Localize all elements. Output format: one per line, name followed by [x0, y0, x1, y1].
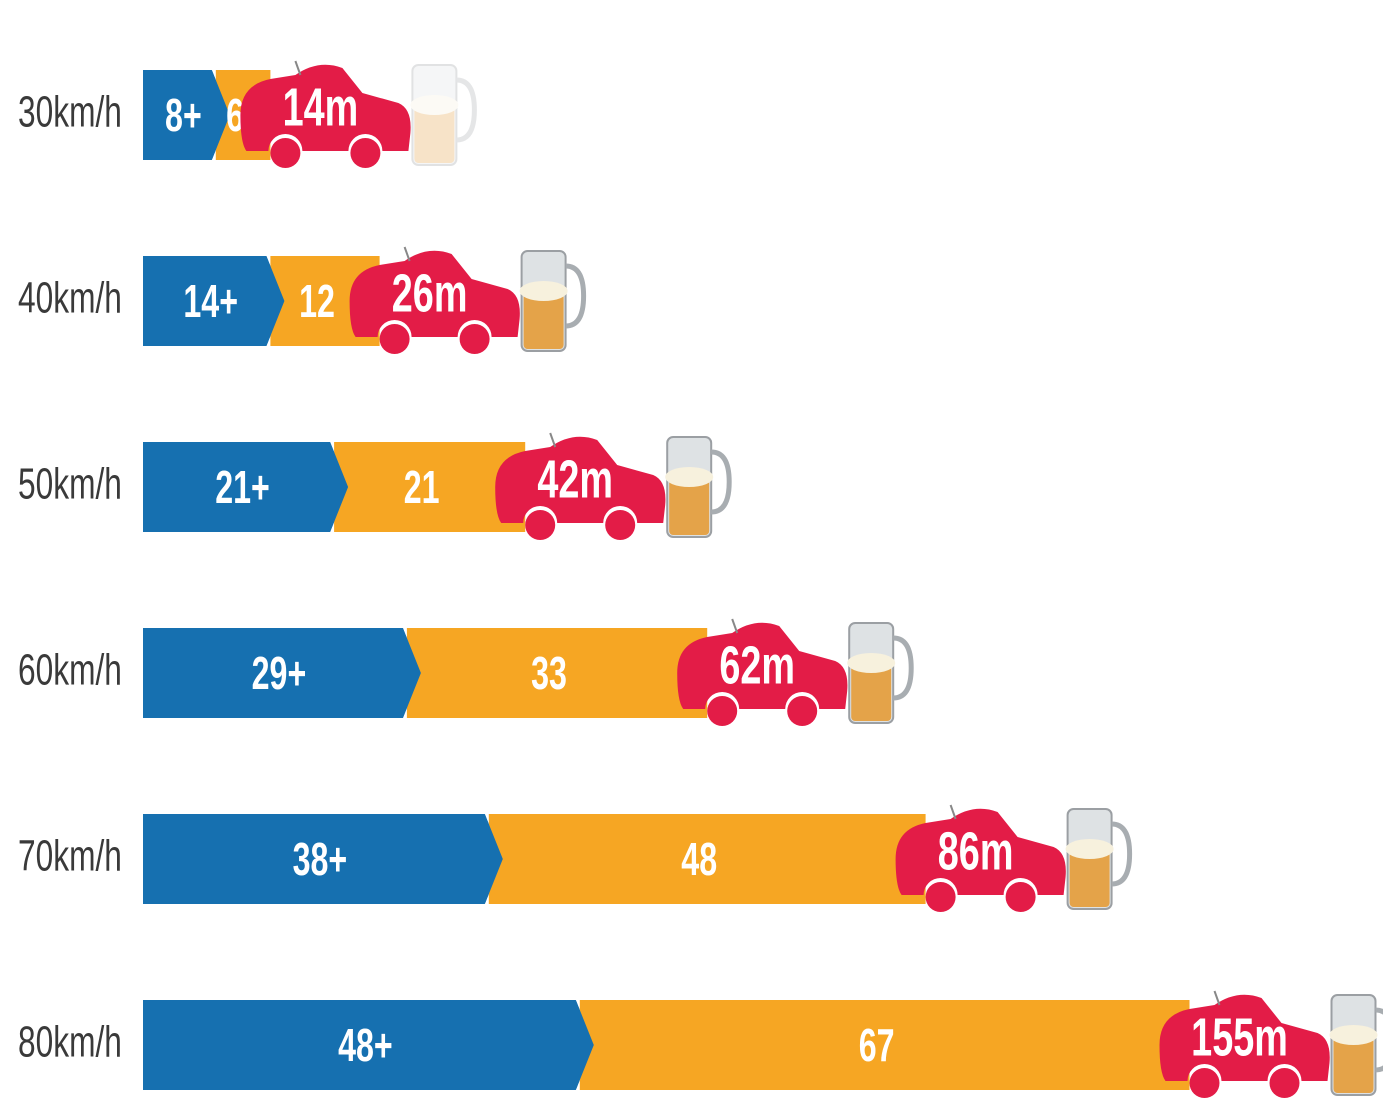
braking-label: 33	[531, 649, 567, 700]
arrow-tip	[330, 442, 349, 532]
car-body	[677, 622, 848, 709]
reaction-label: 21+	[215, 463, 270, 514]
reaction-bar	[143, 628, 421, 718]
total-label: 14m	[283, 77, 359, 137]
car-wheel	[787, 696, 818, 726]
category-label: 40km/h	[18, 274, 122, 323]
car-body	[240, 64, 411, 151]
mug-foam	[519, 281, 568, 301]
braking-bar	[334, 442, 526, 532]
mug-beer	[523, 291, 564, 349]
car-wheel	[379, 324, 410, 354]
car	[495, 432, 666, 540]
reaction-label: 48+	[338, 1021, 393, 1072]
braking-label: 21	[404, 463, 440, 514]
mug-beer	[1069, 849, 1110, 907]
car-body	[495, 436, 666, 523]
car-wheel	[925, 882, 956, 912]
total-label: 155m	[1191, 1007, 1288, 1067]
mug-handle	[565, 263, 587, 329]
car-body	[895, 808, 1066, 895]
car-body	[1159, 994, 1330, 1081]
car-antenna	[949, 804, 957, 820]
mug-handle	[456, 77, 477, 143]
beer-mug	[665, 436, 732, 538]
category-label: 80km/h	[18, 1018, 122, 1067]
arrow-tip	[575, 1000, 594, 1090]
beer-mug	[410, 64, 477, 166]
braking-bar	[488, 814, 926, 904]
mug-beer	[851, 663, 892, 721]
reaction-bar	[143, 442, 349, 532]
braking-bar	[406, 628, 708, 718]
category-label: 60km/h	[18, 646, 122, 695]
car-antenna	[1213, 990, 1221, 1006]
car-wheel	[605, 510, 636, 540]
braking-label: 6	[226, 91, 244, 142]
car-wheel	[1269, 1068, 1300, 1098]
reaction-bar	[143, 70, 230, 160]
car	[1159, 990, 1330, 1098]
mug-handle	[1111, 821, 1133, 887]
total-label: 42m	[537, 449, 613, 509]
arrow-tip	[211, 70, 230, 160]
mug-handle	[1375, 1007, 1383, 1073]
car	[895, 804, 1066, 912]
total-label: 26m	[392, 263, 468, 323]
car-wheel	[459, 324, 490, 354]
car	[677, 618, 848, 726]
car-wheel	[1005, 882, 1036, 912]
car-wheel	[1189, 1068, 1220, 1098]
arrow-tip	[402, 628, 421, 718]
car-wheel	[270, 138, 301, 168]
reaction-bar	[143, 1000, 594, 1090]
braking-label: 67	[859, 1021, 895, 1072]
mug-handle	[710, 449, 732, 515]
mug-beer	[414, 105, 455, 163]
car-wheel	[525, 510, 556, 540]
arrow-tip	[266, 256, 285, 346]
car-antenna	[294, 60, 302, 76]
category-label: 70km/h	[18, 832, 122, 881]
car-antenna	[403, 246, 411, 262]
reaction-bar	[143, 814, 503, 904]
reaction-label: 38+	[293, 835, 348, 886]
mug-foam	[665, 467, 714, 487]
car-wheel	[350, 138, 381, 168]
arrow-tip	[484, 814, 503, 904]
car-body	[349, 250, 520, 337]
car-antenna	[731, 618, 739, 634]
car	[349, 246, 520, 354]
car	[240, 60, 411, 168]
mug-foam	[1065, 839, 1114, 859]
braking-label: 12	[299, 277, 335, 328]
beer-mug	[1329, 994, 1383, 1096]
beer-mug	[847, 622, 914, 724]
category-label: 50km/h	[18, 460, 122, 509]
car-antenna	[549, 432, 557, 448]
mug-foam	[410, 95, 459, 115]
mug-beer	[669, 477, 710, 535]
mug-foam	[847, 653, 896, 673]
beer-mug	[1065, 808, 1133, 910]
category-label: 30km/h	[18, 88, 122, 137]
reaction-label: 8+	[165, 91, 202, 142]
reaction-label: 14+	[183, 277, 238, 328]
total-label: 62m	[719, 635, 795, 695]
braking-bar	[579, 1000, 1190, 1090]
mug-beer	[1333, 1035, 1374, 1093]
reaction-bar	[143, 256, 285, 346]
car-wheel	[707, 696, 738, 726]
reaction-label: 29+	[252, 649, 307, 700]
mug-foam	[1329, 1025, 1378, 1045]
mug-glass	[411, 64, 458, 166]
mug-handle	[892, 635, 914, 701]
beer-mug	[519, 250, 587, 352]
total-label: 86m	[938, 821, 1014, 881]
braking-label: 48	[681, 835, 717, 886]
